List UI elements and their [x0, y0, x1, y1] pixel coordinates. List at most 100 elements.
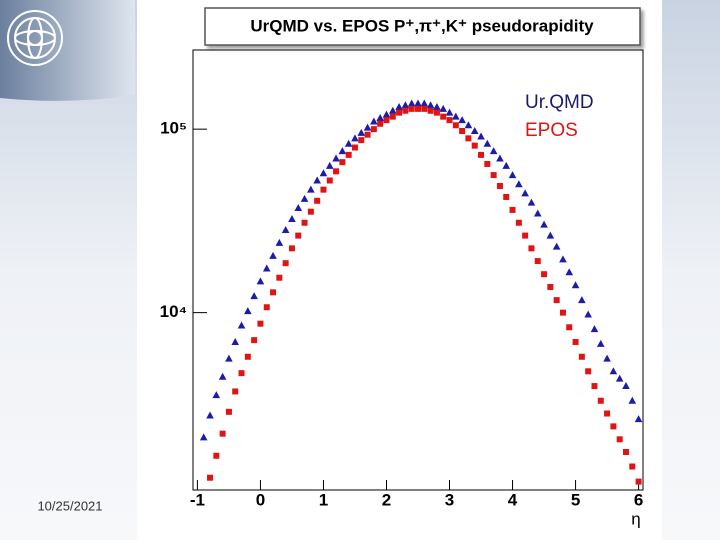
point: [559, 255, 567, 263]
point: [465, 135, 472, 142]
slide-date: 10/25/2021: [37, 498, 102, 513]
point: [559, 309, 566, 316]
point: [383, 117, 390, 124]
point: [527, 198, 536, 206]
point: [212, 391, 221, 399]
point: [199, 433, 208, 441]
point: [590, 325, 599, 333]
point: [401, 101, 410, 109]
x-tick-label: 0: [256, 490, 265, 509]
point: [458, 116, 466, 124]
point: [546, 231, 555, 239]
point: [634, 415, 643, 423]
point: [319, 169, 328, 177]
point: [414, 99, 422, 107]
point: [363, 123, 372, 131]
chart-panel: [137, 0, 662, 540]
legend-label: Ur.QMD: [525, 92, 594, 113]
point: [263, 304, 270, 311]
point: [426, 101, 435, 109]
point: [478, 151, 485, 158]
point: [333, 168, 340, 175]
point: [522, 232, 529, 239]
point: [591, 383, 598, 390]
point: [533, 209, 542, 217]
point: [571, 281, 580, 289]
point: [282, 260, 289, 267]
point: [609, 367, 618, 375]
point: [490, 172, 497, 179]
point: [415, 105, 421, 112]
point: [496, 154, 504, 162]
point: [301, 219, 308, 226]
point: [376, 114, 384, 122]
point: [552, 242, 561, 250]
point: [515, 219, 522, 226]
point: [219, 430, 226, 437]
point: [288, 214, 296, 222]
point: [452, 112, 460, 120]
title-box: [204, 7, 641, 46]
point: [295, 232, 302, 239]
point: [628, 396, 637, 404]
point: [509, 206, 516, 213]
point: [225, 408, 232, 415]
plot-frame: [192, 49, 644, 491]
point: [528, 245, 535, 252]
point: [584, 310, 592, 318]
point: [407, 99, 416, 107]
point: [257, 320, 264, 327]
point: [270, 289, 277, 296]
point: [489, 147, 498, 155]
x-tick-label: 1: [319, 490, 328, 509]
point: [276, 274, 283, 281]
point: [358, 137, 365, 144]
point: [364, 131, 371, 138]
point: [629, 463, 636, 470]
point: [281, 226, 290, 234]
x-tick-label: 3: [445, 490, 454, 509]
point: [300, 194, 309, 202]
point: [433, 109, 440, 116]
point: [597, 397, 604, 404]
point: [635, 478, 642, 485]
x-axis-label: η: [631, 509, 640, 528]
point: [421, 105, 428, 112]
y-tick-label: 10⁴: [160, 302, 187, 321]
legend-label: EPOS: [525, 120, 578, 141]
point: [452, 122, 459, 129]
point: [307, 208, 314, 215]
point: [572, 338, 579, 345]
point: [521, 189, 529, 197]
point: [313, 176, 321, 184]
banner: [0, 0, 135, 101]
point: [244, 307, 252, 315]
point: [377, 120, 384, 127]
y-tick-label: 10⁵: [160, 119, 187, 138]
point: [459, 128, 466, 135]
point: [225, 354, 233, 362]
point: [547, 283, 554, 290]
point: [344, 139, 353, 147]
point: [616, 436, 623, 443]
point: [484, 160, 491, 167]
point: [585, 368, 592, 375]
point: [207, 474, 214, 481]
point: [269, 251, 277, 259]
point: [483, 139, 492, 147]
point: [325, 161, 334, 169]
point: [370, 126, 377, 133]
point: [515, 180, 523, 188]
point: [596, 339, 605, 347]
point: [445, 108, 454, 116]
point: [402, 107, 409, 114]
point: [232, 388, 239, 395]
point: [566, 324, 573, 331]
point: [622, 382, 630, 390]
point: [339, 159, 346, 166]
point: [351, 134, 359, 142]
point: [389, 113, 396, 120]
point: [471, 142, 478, 149]
point: [604, 410, 611, 417]
point: [503, 193, 510, 200]
